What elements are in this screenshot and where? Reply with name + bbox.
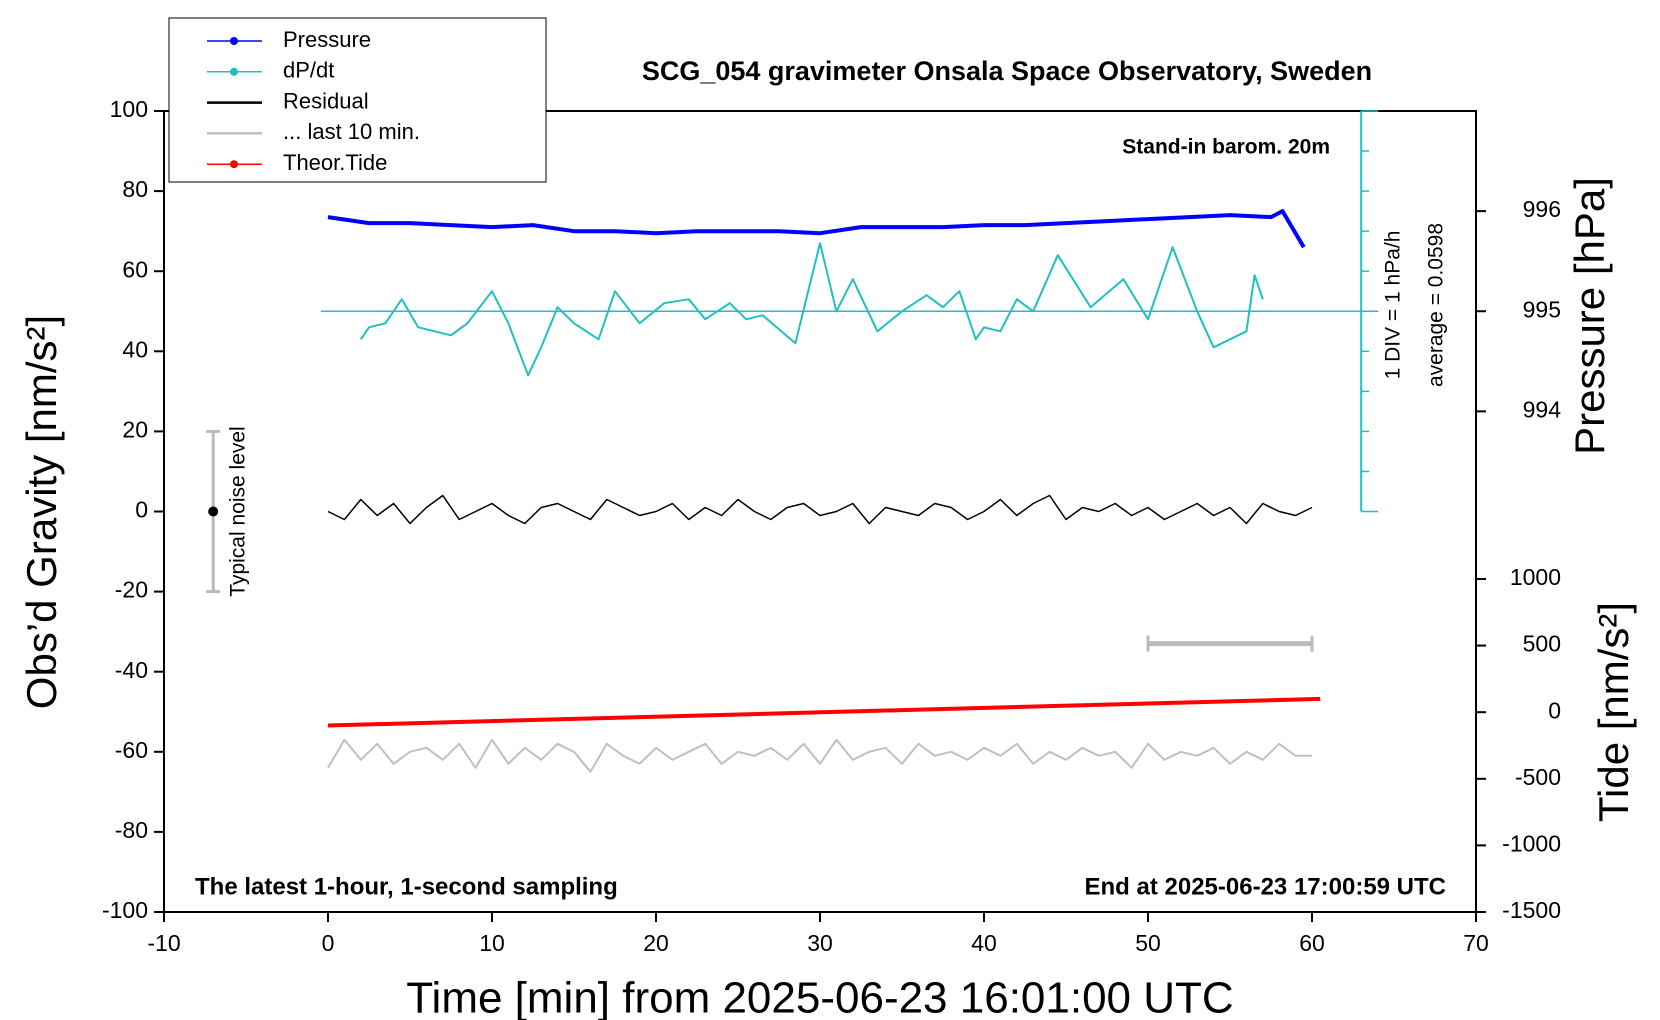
x-tick-label: 40: [971, 930, 997, 956]
y2-tick-label: 996: [1523, 196, 1561, 222]
y-tick-label: -100: [102, 897, 148, 923]
series-line: [359, 242, 1264, 377]
chart-title: SCG_054 gravimeter Onsala Space Observat…: [642, 56, 1372, 86]
annotation: 1 DIV = 1 hPa/h: [1382, 231, 1405, 380]
y-axis-title: Obs’d Gravity [nm/s²]: [18, 315, 65, 709]
y-tick-label: 20: [122, 416, 148, 442]
y2-tick-label: 995: [1523, 296, 1561, 322]
x-tick-label: 50: [1135, 930, 1161, 956]
legend-label: Pressure: [283, 27, 371, 52]
tide-tick-label: -500: [1515, 764, 1561, 790]
legend-marker: [230, 67, 238, 76]
y-tick-label: 40: [122, 336, 148, 362]
annotation: Stand-in barom. 20m: [1122, 136, 1330, 159]
noise-bar-label: Typical noise level: [227, 426, 250, 596]
tide-tick-label: 0: [1548, 697, 1561, 723]
noise-bar-point: [208, 506, 219, 517]
tide-tick-label: -1000: [1502, 830, 1561, 856]
annotation: End at 2025-06-23 17:00:59 UTC: [1085, 873, 1447, 900]
tide-tick-label: 500: [1523, 631, 1561, 657]
legend-box: [168, 17, 547, 183]
x-tick-label: 70: [1463, 930, 1489, 956]
series-line: [327, 738, 1312, 773]
y-tick-label: 60: [122, 256, 148, 282]
legend-label: Theor.Tide: [283, 150, 387, 175]
y-tick-label: 100: [110, 96, 148, 122]
legend-label: Residual: [283, 88, 369, 113]
series-line: [327, 494, 1313, 525]
annotation: average = 0.0598: [1425, 223, 1448, 387]
y-tick-label: 0: [135, 497, 148, 523]
legend-label: dP/dt: [283, 58, 334, 83]
legend-label: ... last 10 min.: [283, 119, 420, 144]
legend-marker: [230, 160, 238, 169]
legend-marker: [230, 37, 238, 45]
tide-tick-label: 1000: [1510, 564, 1561, 590]
x-tick-label: 60: [1299, 930, 1325, 956]
x-tick-label: 0: [322, 930, 335, 956]
y-tick-label: -60: [115, 737, 148, 763]
y-tick-label: -80: [115, 817, 148, 843]
x-tick-label: -10: [147, 930, 180, 956]
series-line: [327, 209, 1306, 249]
tide-axis-title: Tide [nm/s²]: [1590, 602, 1637, 822]
y-tick-label: -20: [115, 577, 148, 603]
x-axis-title: Time [min] from 2025-06-23 16:01:00 UTC: [406, 974, 1233, 1020]
y-tick-label: 80: [122, 176, 148, 202]
x-tick-label: 20: [643, 930, 669, 956]
annotation: The latest 1-hour, 1-second sampling: [195, 873, 618, 900]
y2-axis-title: Pressure [hPa]: [1566, 177, 1613, 455]
y-tick-label: -40: [115, 657, 148, 683]
y2-tick-label: 994: [1523, 396, 1562, 422]
x-tick-label: 10: [479, 930, 505, 956]
tide-tick-label: -1500: [1502, 897, 1561, 923]
x-tick-label: 30: [807, 930, 833, 956]
series-line: [327, 696, 1321, 728]
